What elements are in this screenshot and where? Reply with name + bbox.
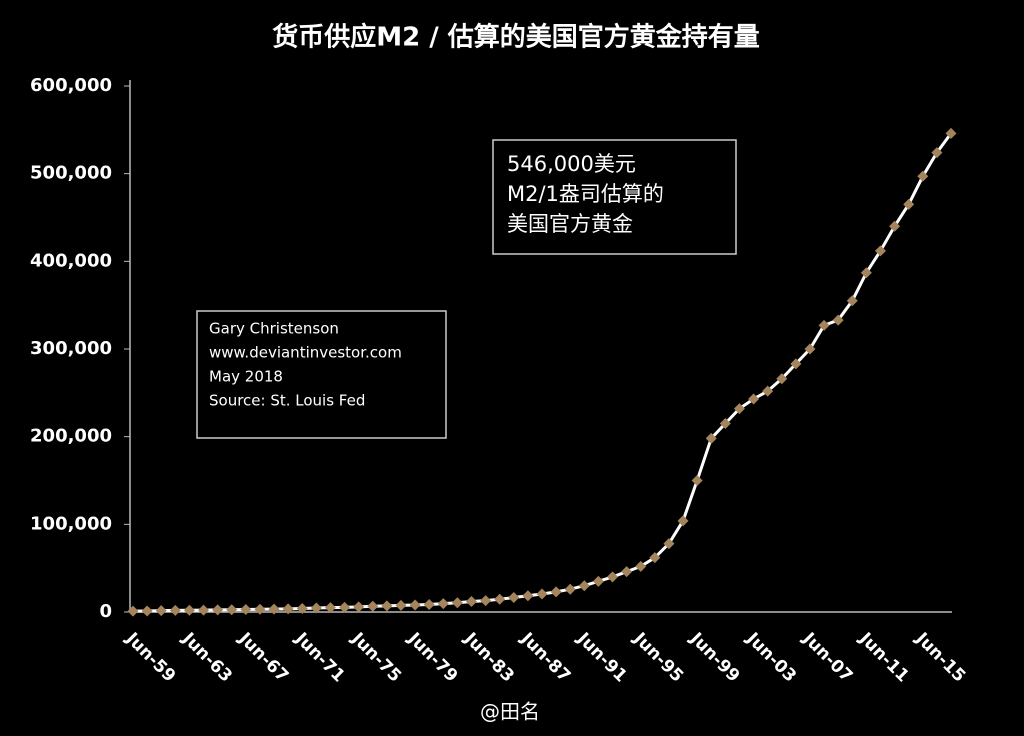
y-tick-label: 100,000	[30, 513, 112, 534]
y-tick-label: 400,000	[30, 250, 112, 271]
marker	[748, 393, 760, 405]
marker	[296, 602, 308, 614]
source-text: May 2018	[209, 368, 283, 386]
marker	[409, 599, 421, 611]
marker	[564, 583, 576, 595]
annotation: M2/1盎司估算的	[507, 182, 664, 206]
marker	[254, 603, 266, 615]
source-text: www.deviantinvestor.com	[209, 344, 402, 362]
marker	[804, 343, 816, 355]
marker	[550, 586, 562, 598]
marker	[846, 295, 858, 307]
y-tick-label: 300,000	[30, 338, 112, 359]
marker	[339, 601, 351, 613]
marker	[395, 599, 407, 611]
marker	[451, 597, 463, 609]
marker	[776, 373, 788, 385]
marker	[874, 245, 886, 257]
marker	[621, 566, 633, 578]
marker	[367, 600, 379, 612]
marker	[607, 571, 619, 583]
marker	[536, 588, 548, 600]
marker	[931, 147, 943, 159]
y-tick-label: 0	[99, 601, 112, 622]
source-text: Gary Christenson	[209, 320, 339, 338]
marker	[437, 598, 449, 610]
marker	[508, 592, 520, 604]
annotation-box	[492, 139, 737, 255]
marker	[663, 538, 675, 550]
chart-title: 货币供应M2 / 估算的美国官方黄金持有量	[272, 22, 760, 53]
marker	[719, 418, 731, 430]
marker	[198, 604, 210, 616]
marker	[860, 267, 872, 279]
marker	[945, 127, 957, 139]
marker	[212, 604, 224, 616]
marker	[155, 605, 167, 617]
marker	[705, 432, 717, 444]
marker	[494, 593, 506, 605]
marker	[183, 604, 195, 616]
marker	[169, 604, 181, 616]
marker	[381, 600, 393, 612]
source-box	[196, 310, 447, 439]
marker	[635, 560, 647, 572]
marker	[677, 515, 689, 527]
y-tick-label: 600,000	[30, 75, 112, 96]
marker	[790, 358, 802, 370]
marker	[917, 170, 929, 182]
marker	[310, 602, 322, 614]
marker	[733, 403, 745, 415]
marker	[324, 602, 336, 614]
marker	[282, 603, 294, 615]
marker	[889, 220, 901, 232]
marker	[141, 605, 153, 617]
marker	[240, 603, 252, 615]
source-text: Source: St. Louis Fed	[209, 392, 365, 410]
marker	[226, 604, 238, 616]
annotation: 546,000美元	[507, 152, 636, 176]
marker	[480, 595, 492, 607]
y-tick-label: 500,000	[30, 163, 112, 184]
marker	[353, 601, 365, 613]
marker	[818, 319, 830, 331]
marker	[903, 198, 915, 210]
marker	[592, 575, 604, 587]
marker	[127, 605, 139, 617]
marker	[832, 314, 844, 326]
marker	[465, 595, 477, 607]
marker	[268, 603, 280, 615]
annotation: 美国官方黄金	[507, 212, 633, 236]
y-tick-label: 200,000	[30, 426, 112, 447]
marker	[423, 599, 435, 611]
marker	[522, 590, 534, 602]
marker	[578, 580, 590, 592]
marker	[691, 475, 703, 486]
marker	[649, 552, 661, 564]
marker	[762, 385, 774, 397]
watermark: @田名	[480, 700, 540, 724]
